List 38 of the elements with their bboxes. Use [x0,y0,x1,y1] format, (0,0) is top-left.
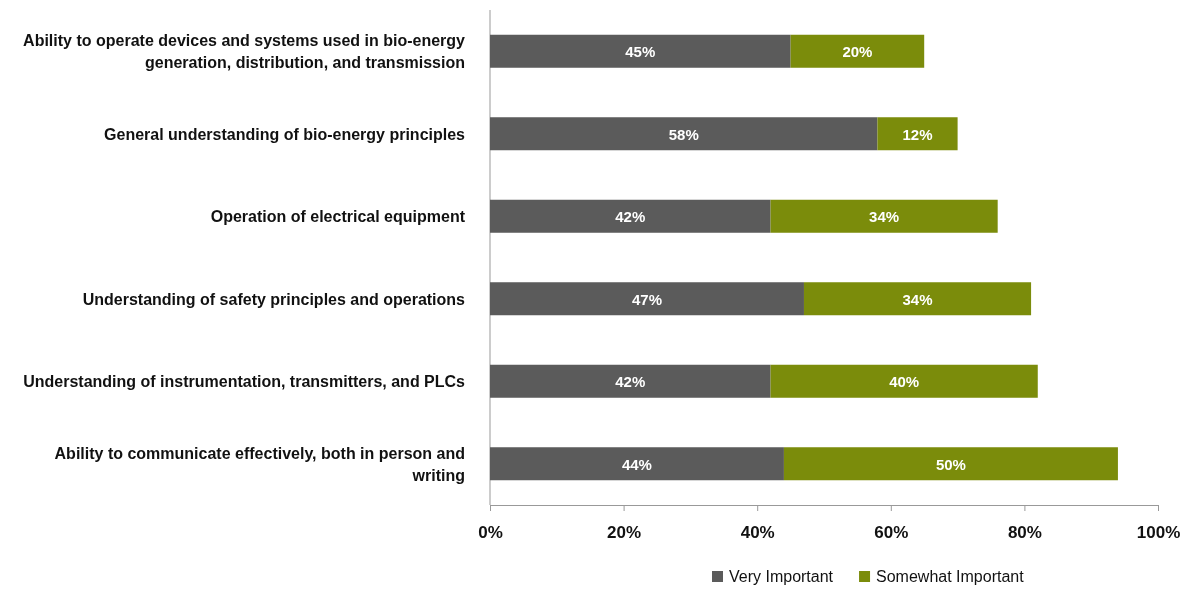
x-tick-label: 40% [740,522,775,542]
y-tick-label: Understanding of safety principles and operations [82,290,466,308]
data-label: 58% [668,125,699,143]
bar [790,34,925,68]
bar [490,447,784,481]
data-label: 47% [631,290,662,308]
x-tick-label: 60% [874,522,909,542]
data-label: 44% [621,455,652,473]
x-tick-label: 0% [478,522,503,542]
bar [803,282,1032,316]
data-label: 42% [615,208,646,226]
data-label: 34% [902,290,933,308]
data-label: 40% [889,373,920,391]
bar [490,34,791,68]
y-tick-label: General understanding of bio-energy principles [104,125,466,143]
y-tick-label: Ability to communicate effectively, both in person and writing [54,444,465,484]
x-tick-label: 80% [1007,522,1042,542]
bar [490,199,771,233]
bar [490,282,804,316]
x-tick-label: 100% [1136,522,1181,542]
data-label: 50% [935,455,966,473]
legend-label: Very Important [729,568,834,585]
x-tick-label: 20% [607,522,642,542]
data-label: 20% [842,43,873,61]
bar [877,117,958,151]
data-label: 42% [615,373,646,391]
data-label: 12% [902,125,933,143]
data-label: 45% [625,43,656,61]
bar [783,447,1118,481]
bar [770,364,1038,398]
bar [490,117,878,151]
bar [770,199,998,233]
legend-label: Somewhat Important [876,568,1025,585]
bar [490,364,771,398]
y-tick-label: Ability to operate devices and systems used in bio-energy generation, distribution, and transmission [23,32,466,72]
y-tick-label: Operation of electrical equipment [210,208,466,226]
data-label: 34% [869,208,900,226]
y-tick-label: Understanding of instrumentation, transmitters, and PLCs [23,373,466,391]
